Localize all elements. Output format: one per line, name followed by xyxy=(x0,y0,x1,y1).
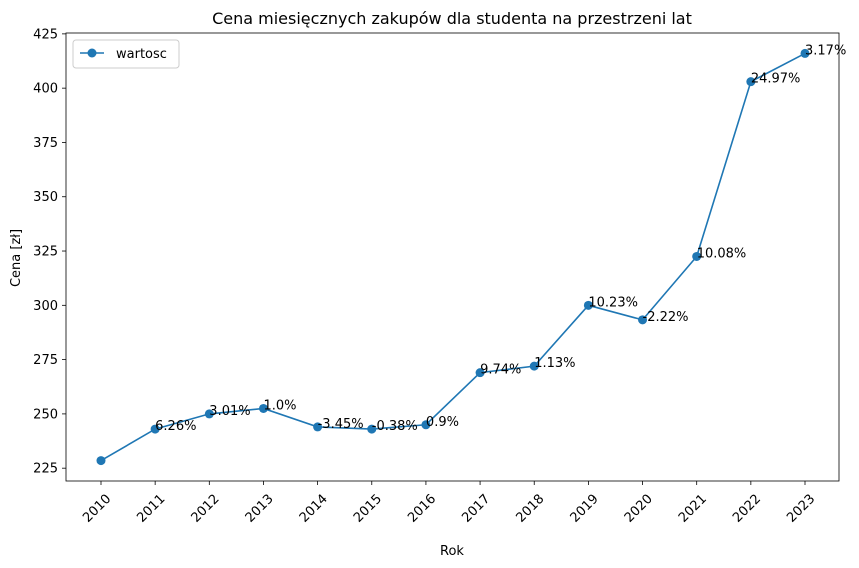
data-label: 10.08% xyxy=(697,246,747,261)
x-tick-label: 2015 xyxy=(351,492,385,526)
legend-marker xyxy=(87,48,97,58)
y-tick-label: 275 xyxy=(33,353,58,368)
x-tick-label: 2022 xyxy=(730,492,764,526)
y-tick-label: 400 xyxy=(33,82,58,97)
data-point xyxy=(475,368,485,378)
x-tick-label: 2017 xyxy=(459,492,493,526)
x-tick-label: 2013 xyxy=(243,492,277,526)
data-point xyxy=(583,300,593,310)
x-tick-label: 2021 xyxy=(676,492,710,526)
y-tick-label: 350 xyxy=(33,190,58,205)
y-tick-label: 250 xyxy=(33,407,58,422)
y-tick-label: 300 xyxy=(33,299,58,314)
data-label: -2.22% xyxy=(643,310,689,325)
y-tick-label: 375 xyxy=(33,136,58,151)
legend-box xyxy=(72,39,180,69)
x-tick-label: 2018 xyxy=(513,492,547,526)
legend-label: wartosc xyxy=(116,47,167,62)
x-tick-label: 2023 xyxy=(784,492,818,526)
data-point xyxy=(529,361,539,371)
x-tick-label: 2019 xyxy=(568,492,602,526)
data-label: 1.13% xyxy=(534,356,575,371)
data-point xyxy=(204,409,214,419)
y-tick-label: 225 xyxy=(33,462,58,477)
chart-title: Cena miesięcznych zakupów dla studenta n… xyxy=(212,9,692,28)
y-axis-label: Cena [zł] xyxy=(9,229,24,287)
data-point xyxy=(421,420,431,430)
data-label: 3.17% xyxy=(805,43,846,58)
data-label: 3.01% xyxy=(209,404,250,419)
x-tick-label: 2012 xyxy=(189,492,223,526)
data-point xyxy=(746,77,756,87)
data-point xyxy=(367,424,377,434)
plot-area: 225 250 275 300 325 350 375 400 425 2010 2011 2012 2… xyxy=(33,27,846,525)
data-label: 0.9% xyxy=(426,415,459,430)
x-tick-label: 2014 xyxy=(297,492,331,526)
data-label: 1.0% xyxy=(263,398,296,413)
series-line xyxy=(100,52,806,462)
data-label: 24.97% xyxy=(751,72,801,87)
data-label: 9.74% xyxy=(480,363,521,378)
axes-frame xyxy=(65,32,840,482)
x-tick-label: 2011 xyxy=(134,492,168,526)
x-axis-label: Rok xyxy=(440,544,464,559)
legend: wartosc xyxy=(72,39,180,69)
x-tick-label: 2020 xyxy=(622,492,656,526)
data-label: -3.45% xyxy=(318,417,364,432)
y-tick-label: 325 xyxy=(33,245,58,260)
y-tick-label: 425 xyxy=(33,27,58,42)
data-label: -0.38% xyxy=(372,419,418,434)
data-point xyxy=(313,422,323,432)
data-point xyxy=(638,315,648,325)
x-tick-label: 2016 xyxy=(405,492,439,526)
data-point xyxy=(150,424,160,434)
data-label: 10.23% xyxy=(588,295,638,310)
x-tick-label: 2010 xyxy=(80,492,114,526)
data-point xyxy=(692,251,702,261)
data-point xyxy=(96,456,106,466)
data-point xyxy=(800,48,810,58)
data-label: 6.26% xyxy=(155,419,196,434)
data-point xyxy=(258,403,268,413)
